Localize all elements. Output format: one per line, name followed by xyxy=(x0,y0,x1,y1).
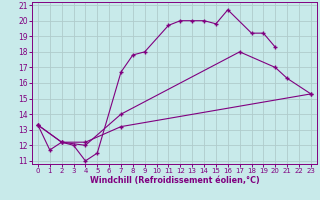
X-axis label: Windchill (Refroidissement éolien,°C): Windchill (Refroidissement éolien,°C) xyxy=(90,176,259,185)
